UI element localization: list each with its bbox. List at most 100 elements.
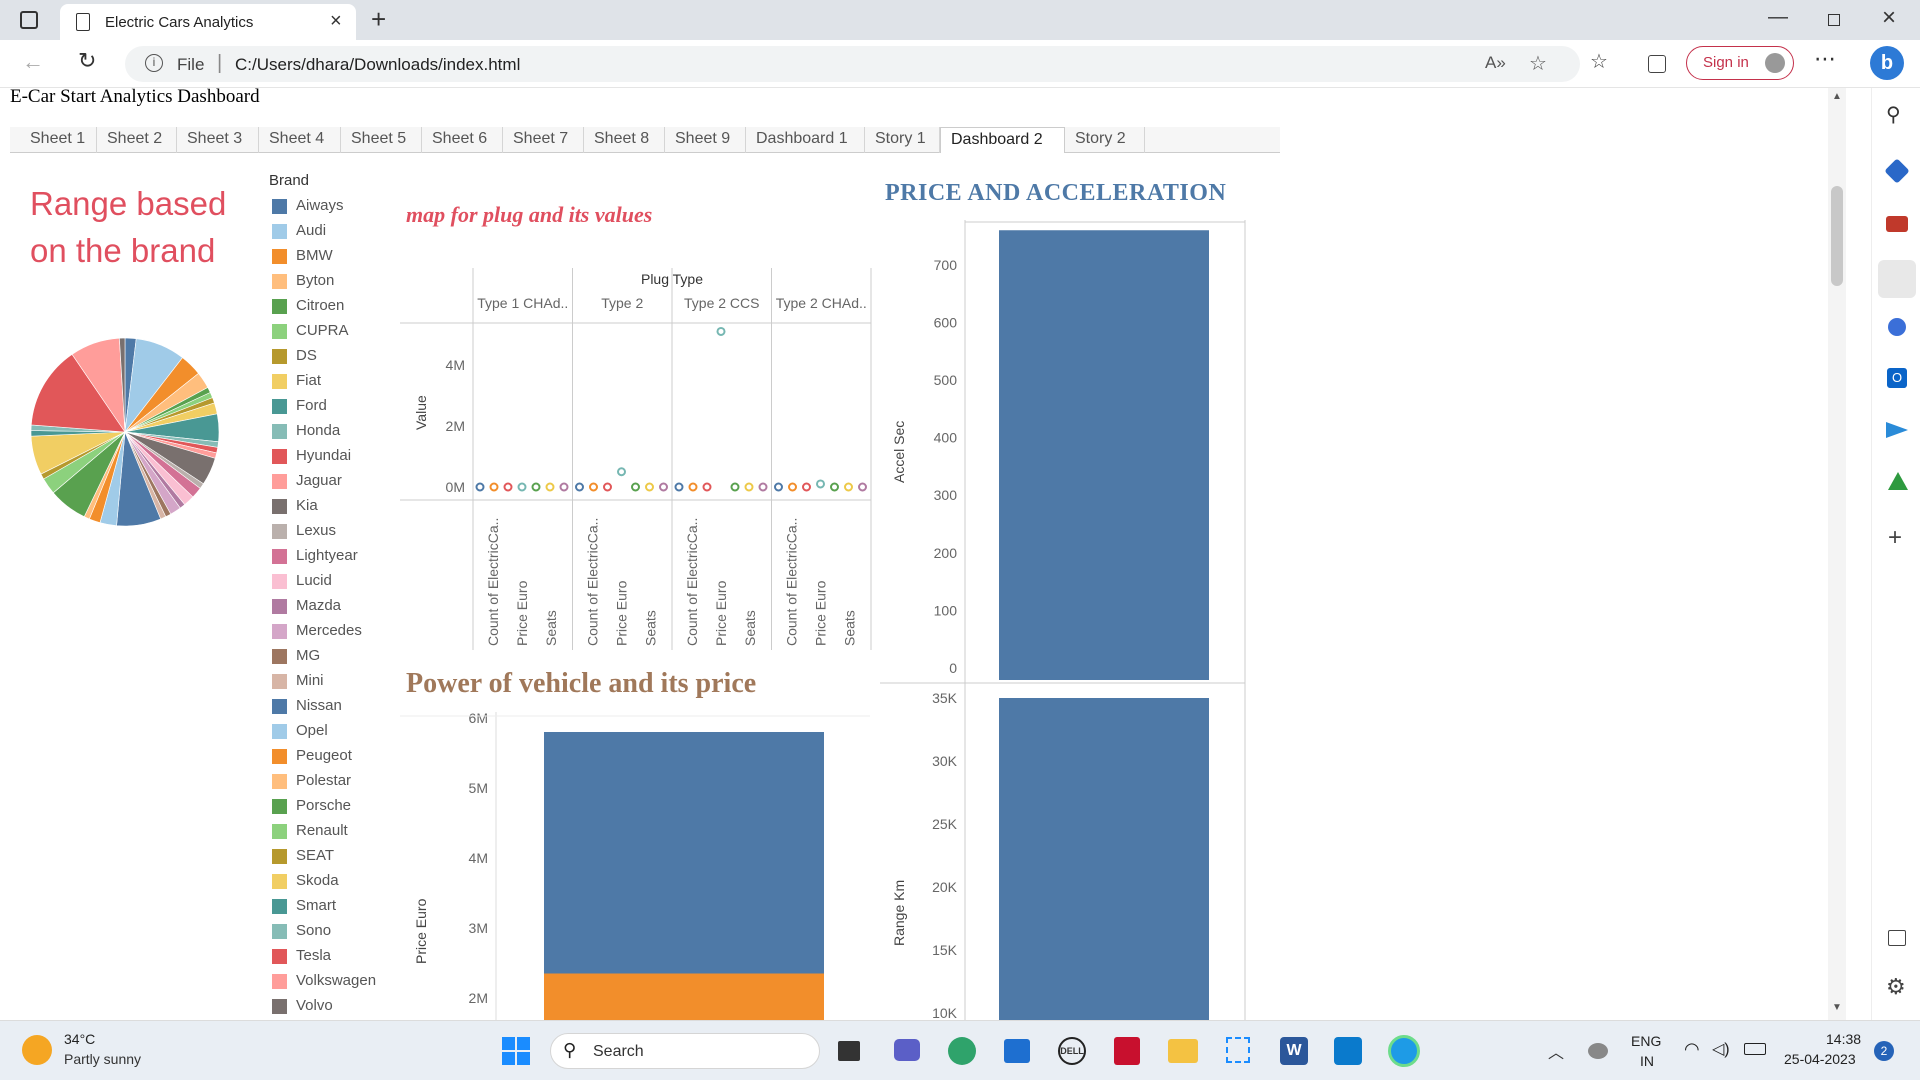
power-y-tick: 3M (469, 920, 488, 936)
range-bar (999, 698, 1209, 1020)
tab-sheet-1[interactable]: Sheet 1 (20, 127, 97, 153)
outlook-icon[interactable]: O (1887, 368, 1907, 388)
plug-measure-label: Seats (543, 610, 559, 646)
tab-dashboard-1[interactable]: Dashboard 1 (746, 127, 865, 153)
range-y-tick: 10K (932, 1005, 958, 1020)
tab-sheet-3[interactable]: Sheet 3 (177, 127, 259, 153)
taskbar-search[interactable]: ⚲ Search (550, 1033, 820, 1069)
plug-point (830, 482, 839, 492)
clock-date[interactable]: 25-04-2023 (1784, 1051, 1856, 1067)
edge-icon[interactable] (1388, 1035, 1420, 1067)
restore-icon[interactable] (1828, 14, 1840, 26)
edge-dev-icon[interactable] (948, 1037, 976, 1065)
accel-y-label: Accel Sec (891, 421, 907, 483)
brand-legend-title: Brand (269, 172, 310, 189)
vscode-icon[interactable] (1334, 1037, 1362, 1065)
scroll-up-icon[interactable]: ▲ (1832, 91, 1842, 102)
close-window-icon[interactable]: × (1882, 4, 1897, 31)
notification-badge[interactable]: 2 (1874, 1041, 1894, 1061)
tab-sheet-7[interactable]: Sheet 7 (503, 127, 584, 153)
new-tab-icon[interactable]: + (371, 4, 387, 34)
close-tab-icon[interactable]: × (330, 10, 342, 32)
add-icon[interactable]: + (1888, 524, 1903, 551)
task-view-icon[interactable] (838, 1041, 860, 1061)
tab-sheet-8[interactable]: Sheet 8 (584, 127, 665, 153)
clock-time[interactable]: 14:38 (1826, 1031, 1862, 1047)
wifi-icon[interactable]: ◠ (1684, 1039, 1700, 1059)
file-explorer-icon[interactable] (1168, 1039, 1198, 1063)
tab-story-2[interactable]: Story 2 (1065, 127, 1145, 153)
network-status-icon[interactable] (1588, 1043, 1608, 1059)
search-icon: ⚲ (563, 1040, 577, 1060)
legend-label: Byton (296, 272, 335, 289)
address-bar[interactable]: i File | C:/Users/dhara/Downloads/index.… (125, 46, 1580, 82)
temperature[interactable]: 34°C (64, 1031, 96, 1047)
meet-icon[interactable] (894, 1039, 920, 1061)
tab-actions-icon[interactable] (20, 11, 38, 29)
split-screen-icon[interactable] (1888, 930, 1906, 946)
chevron-up-icon[interactable]: ︿ (1548, 1045, 1565, 1062)
battery-icon[interactable] (1744, 1043, 1766, 1055)
tab-sheet-2[interactable]: Sheet 2 (97, 127, 177, 153)
tab-sheet-9[interactable]: Sheet 9 (665, 127, 746, 153)
collections-icon[interactable] (1648, 55, 1666, 73)
sign-in-button[interactable]: Sign in (1686, 46, 1794, 80)
favorite-add-icon[interactable]: ☆ (1529, 53, 1547, 75)
accel-bar (999, 230, 1209, 681)
read-aloud-icon[interactable]: A» (1485, 53, 1506, 72)
minimize-icon[interactable]: — (1768, 6, 1788, 28)
power-chart-title: Power of vehicle and its price (406, 668, 757, 699)
tab-sheet-4[interactable]: Sheet 4 (259, 127, 341, 153)
plug-measure-label: Price Euro (813, 580, 829, 646)
tab-story-1[interactable]: Story 1 (865, 127, 940, 153)
favorites-icon[interactable]: ☆ (1590, 51, 1608, 73)
legend-swatch (272, 549, 287, 564)
refresh-icon[interactable]: ↻ (78, 48, 97, 73)
tree-icon[interactable] (1888, 472, 1908, 490)
legend-label: Porsche (296, 797, 352, 814)
bing-icon[interactable]: b (1870, 46, 1904, 80)
legend-label: Polestar (296, 772, 352, 789)
lang-in[interactable]: IN (1640, 1053, 1654, 1069)
shopping-icon[interactable] (1884, 158, 1910, 184)
legend-swatch (272, 449, 287, 464)
volume-icon[interactable]: ◁) (1712, 1041, 1730, 1058)
profile-icon (1765, 53, 1785, 73)
legend-swatch (272, 774, 287, 789)
tools-icon[interactable] (1886, 216, 1908, 232)
tab-sheet-6[interactable]: Sheet 6 (422, 127, 503, 153)
legend-label: Aiways (296, 197, 344, 214)
snipping-icon[interactable] (1226, 1037, 1250, 1063)
tab-sheet-5[interactable]: Sheet 5 (341, 127, 422, 153)
weather-text[interactable]: Partly sunny (64, 1051, 142, 1067)
accel-y-tick: 100 (934, 602, 958, 618)
range-y-tick: 30K (932, 753, 958, 769)
legend-swatch (272, 374, 287, 389)
dell-icon[interactable]: DELL (1058, 1037, 1086, 1065)
word-icon[interactable]: W (1280, 1037, 1308, 1065)
price-accel-chart: 0 100 200 300 400 500 600 700 Accel Sec 10K 15K 20K… (880, 220, 1246, 1020)
weather-icon[interactable] (22, 1035, 52, 1065)
games-icon[interactable] (1878, 260, 1916, 298)
copilot-icon[interactable] (1888, 318, 1906, 336)
settings-icon[interactable]: ⚙ (1886, 974, 1906, 999)
browser-tab[interactable]: Electric Cars Analytics × (60, 4, 356, 40)
mcafee-icon[interactable] (1114, 1037, 1140, 1065)
scroll-thumb[interactable] (1831, 186, 1843, 286)
plug-chart-title: map for plug and its values (406, 202, 653, 227)
start-icon[interactable] (502, 1037, 530, 1065)
plug-point (531, 482, 541, 492)
scroll-down-icon[interactable]: ▼ (1832, 1002, 1842, 1013)
plug-measure-label: Count of ElectricCa.. (485, 518, 501, 646)
send-icon[interactable] (1886, 422, 1908, 438)
plug-point (545, 482, 555, 492)
url-prefix: File (177, 55, 205, 74)
tab-dashboard-2[interactable]: Dashboard 2 (940, 127, 1065, 153)
more-menu-icon[interactable]: ⋯ (1814, 46, 1836, 71)
taskbar: 34°C Partly sunny ⚲ Search DELL W ︿ ENG … (0, 1020, 1920, 1080)
store-icon[interactable] (1004, 1039, 1030, 1063)
search-icon[interactable]: ⚲ (1886, 104, 1901, 126)
lang-eng[interactable]: ENG (1631, 1033, 1662, 1049)
back-icon[interactable]: ← (22, 49, 44, 74)
page-scrollbar[interactable]: ▲ ▼ (1828, 88, 1846, 1020)
